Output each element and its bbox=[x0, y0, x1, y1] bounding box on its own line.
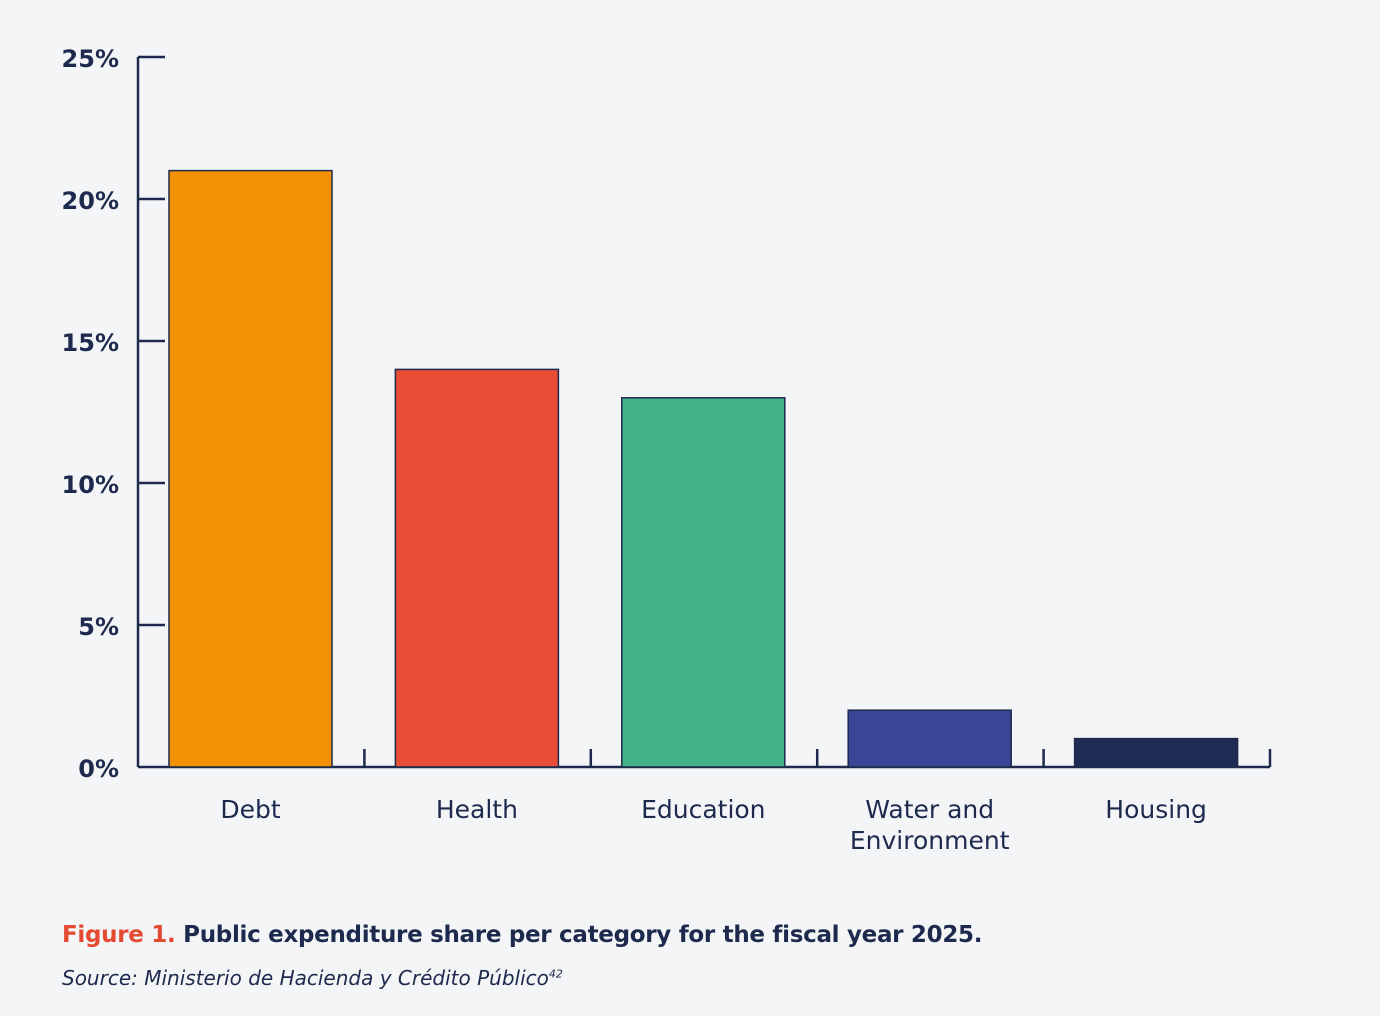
source-note: Source: Ministerio de Hacienda y Crédito… bbox=[62, 966, 563, 990]
x-tick-labels: Debt Health Education Water and Environment H… bbox=[220, 795, 1207, 855]
x-tick-label-line: Education bbox=[641, 795, 765, 824]
x-tick-label: Housing bbox=[1105, 795, 1207, 824]
x-tick-label-line: Housing bbox=[1105, 795, 1207, 824]
bar-chart: 0% 5% 10% 15% 20% 25% Debt Health Education Wate… bbox=[62, 45, 1272, 855]
y-tick-label: 10% bbox=[62, 471, 119, 499]
bar-water-and-environment bbox=[847, 709, 1012, 768]
x-tick-label: Education bbox=[641, 795, 765, 824]
bar-education bbox=[621, 397, 786, 768]
bars bbox=[168, 169, 1239, 768]
y-tick-label: 20% bbox=[62, 187, 119, 215]
figure-caption: Figure 1. Public expenditure share per c… bbox=[62, 922, 982, 948]
bar-debt bbox=[168, 169, 333, 768]
source-footnote: 42 bbox=[548, 967, 563, 981]
figure-number: Figure 1. bbox=[62, 922, 176, 948]
x-tick-label-line: Environment bbox=[850, 826, 1010, 855]
x-tick-label-line: Water and bbox=[865, 795, 994, 824]
y-tick-label: 25% bbox=[62, 45, 119, 73]
bar-housing bbox=[1073, 737, 1239, 768]
y-tick-label: 0% bbox=[78, 755, 119, 783]
y-axis: 0% 5% 10% 15% 20% 25% bbox=[62, 45, 165, 783]
y-tick-label: 15% bbox=[62, 329, 119, 357]
bar-health bbox=[394, 368, 560, 768]
x-tick-label: Debt bbox=[220, 795, 281, 824]
x-tick-label: Health bbox=[436, 795, 518, 824]
x-tick-label-line: Health bbox=[436, 795, 518, 824]
x-tick-label-line: Debt bbox=[220, 795, 281, 824]
x-tick-label: Water and Environment bbox=[850, 795, 1010, 855]
y-tick-label: 5% bbox=[78, 613, 119, 641]
source-text: Source: Ministerio de Hacienda y Crédito… bbox=[62, 966, 549, 990]
figure-caption-text: Public expenditure share per category fo… bbox=[183, 922, 983, 948]
